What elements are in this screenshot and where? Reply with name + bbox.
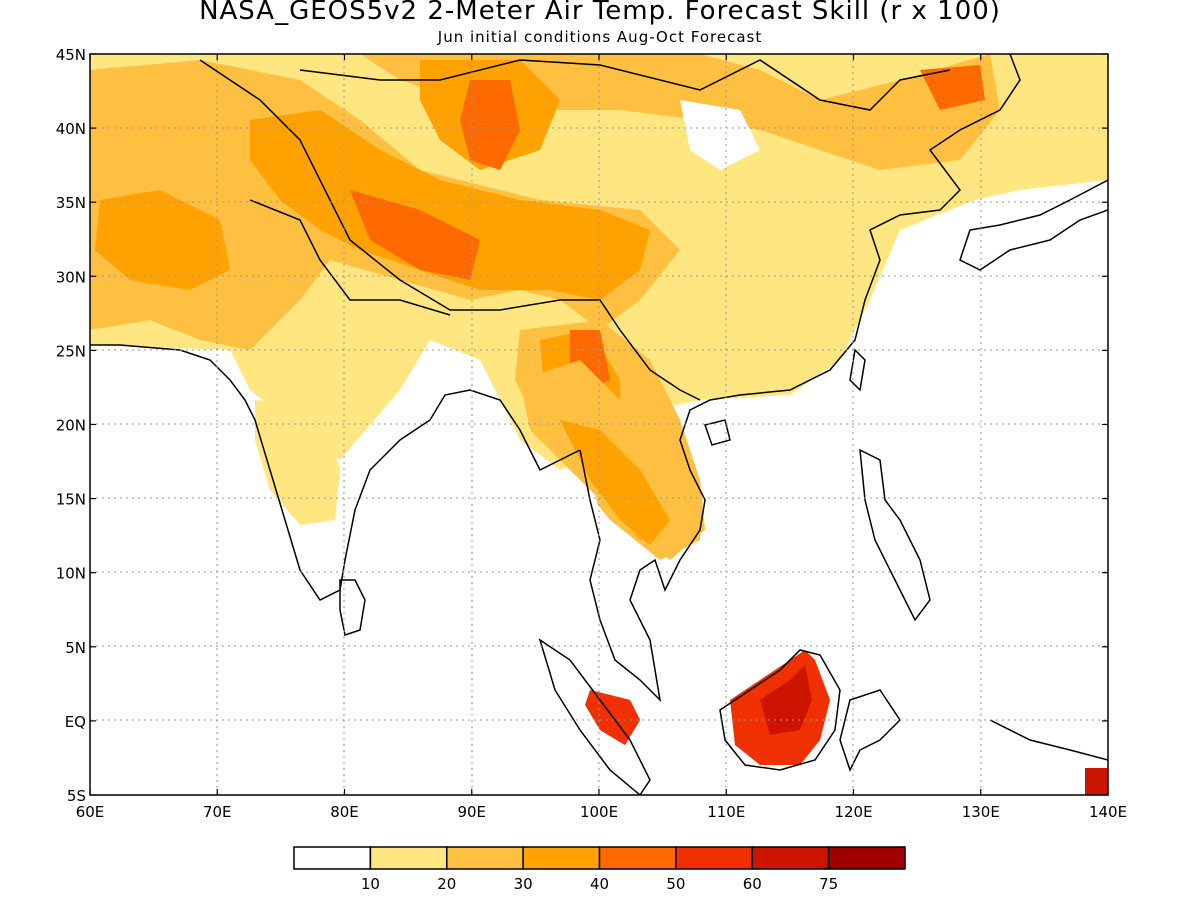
coast-sulawesi [839,689,901,772]
lat-tick-label: 25N [56,342,86,360]
coast-borneo [719,649,841,771]
coast-hainan [704,419,731,446]
colorbar-swatch [369,846,448,870]
map-subtitle: Jun initial conditions Aug-Oct Forecast [437,28,763,46]
colorbar: 10 20 30 40 50 60 75 [293,846,906,893]
lat-tick-label: 40N [56,120,86,138]
lon-tick-label: 80E [330,803,359,821]
border-china [199,59,701,401]
lat-tick-label: 30N [56,268,86,286]
colorbar-swatch [827,846,906,870]
lon-tick-label: 90E [457,803,486,821]
region-40-50-tibet [350,190,480,280]
border-tibet [249,199,451,316]
lon-tick-label: 120E [834,803,872,821]
colorbar-swatch [446,846,524,870]
colorbar-label: 50 [666,875,685,893]
lat-tick-label: 20N [56,417,86,435]
region-60-75-borneo [760,665,812,735]
gridlines [90,54,1108,795]
lat-tick-label: 45N [56,46,86,64]
coast-india [90,344,581,601]
colorbar-label: 10 [361,875,380,893]
map-title: NASA_GEOS5v2 2-Meter Air Temp. Forecast … [199,0,1001,26]
lat-tick-label: EQ [65,713,86,731]
coastlines [90,54,1108,795]
colorbar-swatch [598,846,677,870]
lat-tick-label: 15N [56,491,86,509]
coast-philippines [859,448,931,622]
axis-ticks: 60E 70E 80E 90E 100E 110E 120E 130E 140E 45N 40N 35… [56,46,1127,821]
colorbar-label: 30 [514,875,533,893]
colorbar-label: 20 [437,875,456,893]
lon-tick-label: 70E [203,803,232,821]
lat-tick-label: 5S [67,787,86,805]
region-30-40-seasia2 [560,420,670,545]
region-60-75-newguinea [1085,768,1108,795]
border-mongolia [299,59,951,111]
region-30-40-northwest [95,190,230,290]
lat-tick-label: 35N [56,194,86,212]
region-40-50-korea [920,65,985,110]
coast-taiwan [849,348,866,392]
lon-tick-label: 110E [707,803,745,821]
region-below-10-b [90,340,600,795]
coast-japan [959,179,1108,271]
region-below-10-a [680,100,760,170]
coast-newguinea [989,719,1108,761]
coast-srilanka [339,579,366,636]
colorbar-label: 75 [819,875,838,893]
lat-tick-label: 5N [65,639,86,657]
lat-tick-label: 10N [56,565,86,583]
lon-tick-label: 130E [962,803,1000,821]
lon-tick-label: 100E [580,803,618,821]
region-30-40-tibet [250,110,650,300]
colorbar-swatch [675,846,753,870]
region-below-10-c [700,180,1108,795]
colorbar-label: 40 [590,875,609,893]
lon-tick-label: 140E [1089,803,1127,821]
coast-seasia [579,54,1021,703]
colorbar-swatch [293,846,372,870]
lon-tick-label: 60E [76,803,105,821]
region-40-50-north [460,80,520,170]
colorbar-swatch [522,846,601,870]
region-10-20-india [255,400,340,525]
coast-sumatra [538,638,651,795]
colorbar-label: 60 [743,875,762,893]
colorbar-swatch [751,846,830,870]
